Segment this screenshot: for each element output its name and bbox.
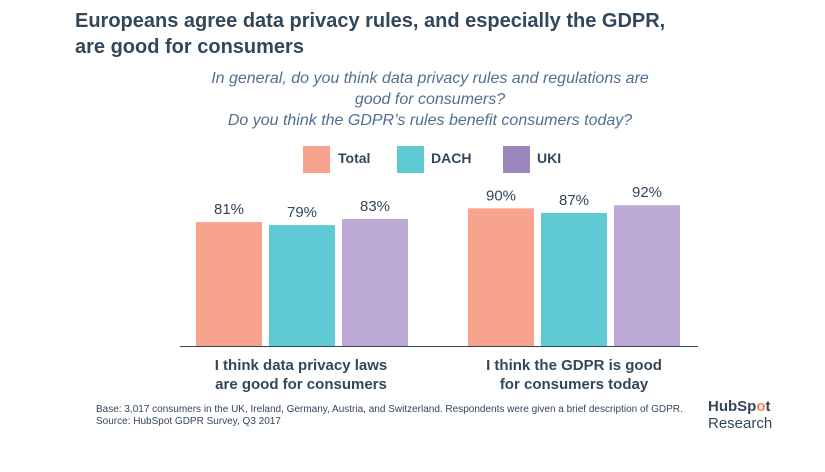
logo-brand: HubSpot [708,398,771,415]
logo-sub: Research [708,415,773,432]
title-line-1: Europeans agree data privacy rules, and … [75,10,666,32]
data-label-dach-0: 79% [287,204,317,221]
subtitle-line-2: good for consumers? [354,91,506,108]
subtitle-line-3: Do you think the GDPR’s rules benefit co… [227,112,633,129]
bar-dach-0 [269,225,335,346]
category-line: are good for consumers [215,376,387,393]
legend-swatch-uki [503,146,530,173]
data-label-uki-0: 83% [360,198,390,215]
subtitle-line-1: In general, do you think data privacy ru… [211,70,649,87]
legend-swatch-total [303,146,330,173]
bar-uki-0 [342,219,408,346]
category-line: I think data privacy laws [214,357,388,374]
bar-uki-1 [614,205,680,346]
data-label-total-0: 81% [214,201,244,218]
chart-subtitle: In general, do you think data privacy ru… [170,68,690,131]
legend-label-total: Total [338,150,371,166]
bar-total-0 [196,222,262,346]
category-label-gdpr: I think the GDPR is good for consumers t… [454,356,694,394]
data-label-uki-1: 92% [632,184,662,201]
bar-total-1 [468,208,534,346]
category-line: I think the GDPR is good [486,357,662,374]
footnote-base: Base: 3,017 consumers in the UK, Ireland… [96,404,683,415]
hubspot-research-logo: HubSpot Research [708,398,772,432]
legend-swatch-dach [397,146,424,173]
legend-label-dach: DACH [431,150,472,166]
legend-label-uki: UKI [537,150,562,166]
category-label-privacy-laws: I think data privacy laws are good for c… [181,356,421,394]
data-label-dach-1: 87% [559,192,589,209]
footnote: Base: 3,017 consumers in the UK, Ireland… [96,404,683,428]
data-label-total-1: 90% [486,187,516,204]
footnote-source: Source: HubSpot GDPR Survey, Q3 2017 [96,416,281,427]
chart-title: Europeans agree data privacy rules, and … [75,8,665,60]
bar-dach-1 [541,212,607,346]
category-line: for consumers today [499,376,649,393]
title-line-2: are good for consumers [75,36,304,58]
